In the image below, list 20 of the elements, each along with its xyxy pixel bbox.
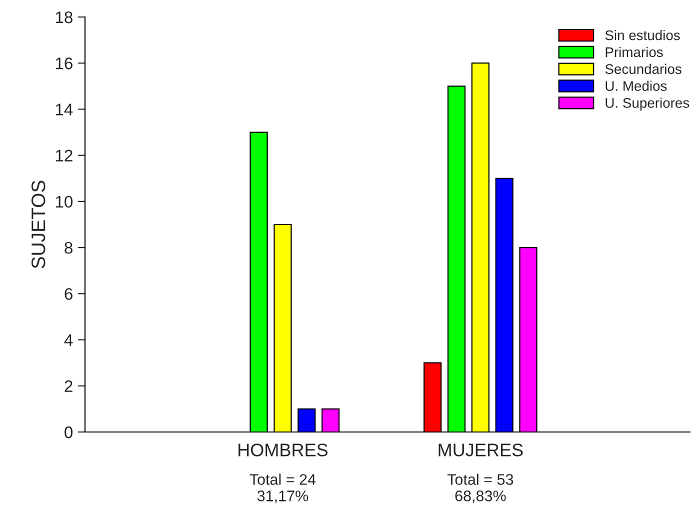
y-tick-label: 0 [64, 426, 73, 438]
text: Total = 53 68,83% [447, 474, 514, 504]
legend-label: Sin estudios [605, 30, 680, 40]
x-tick-label: MUJERES [438, 444, 523, 456]
legend-label: Primarios [606, 46, 663, 58]
y-tick-label: 18 [56, 11, 72, 24]
y-tick-label: 10 [56, 196, 73, 208]
y-tick-label: 4 [64, 334, 73, 346]
y-axis-title: SUJETOS [31, 180, 46, 268]
y-tick-label: 16 [56, 58, 72, 70]
y-tick-label: 6 [64, 288, 72, 300]
legend-label: Secundarios [605, 64, 682, 74]
y-tick-label: 12 [56, 150, 72, 162]
legend-label: U. Superiores [606, 98, 690, 111]
text: Total = 24 31,17% [250, 474, 316, 504]
legend-label: U. Medios [606, 80, 667, 91]
y-tick-label: 14 [56, 104, 73, 116]
x-tick-label: HOMBRES [238, 444, 328, 456]
y-tick-label: 2 [64, 380, 72, 392]
y-tick-label: 8 [64, 242, 72, 254]
